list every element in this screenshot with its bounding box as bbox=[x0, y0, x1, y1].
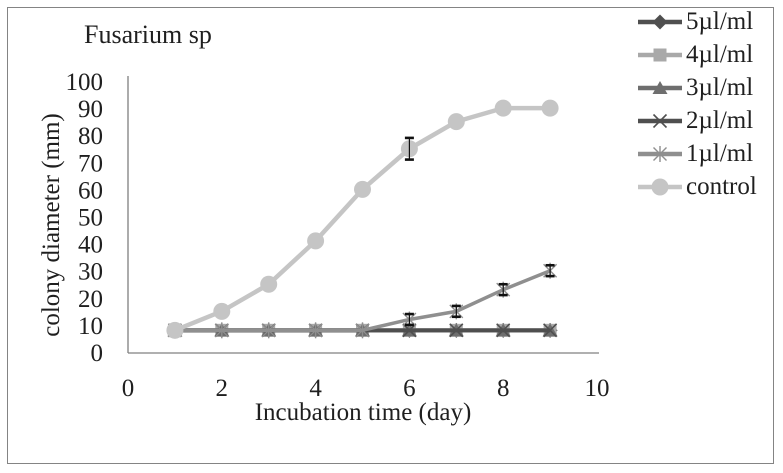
x-tick-label: 0 bbox=[122, 375, 135, 402]
circle-marker bbox=[354, 180, 371, 198]
diamond-marker-icon bbox=[638, 14, 682, 29]
circle-marker bbox=[651, 178, 669, 195]
circle-marker bbox=[541, 99, 559, 117]
legend-label: 2µl/ml bbox=[686, 106, 754, 134]
x-marker-icon bbox=[638, 113, 682, 128]
legend-item-2ul: 2µl/ml bbox=[637, 104, 757, 137]
legend-item-3ul: 3µl/ml bbox=[637, 71, 757, 104]
legend-item-control: control bbox=[637, 170, 757, 203]
asterisk-marker-icon bbox=[638, 145, 682, 162]
legend-item-4ul: 4µl/ml bbox=[637, 38, 757, 71]
y-tick-label: 30 bbox=[78, 259, 103, 286]
y-tick-label: 10 bbox=[78, 313, 103, 340]
triangle-marker-icon bbox=[638, 80, 682, 94]
circle-marker bbox=[260, 275, 278, 293]
diamond-marker bbox=[652, 14, 668, 29]
x-tick-label: 8 bbox=[497, 375, 510, 402]
circle-marker bbox=[213, 302, 231, 320]
series-line-5 bbox=[174, 105, 551, 333]
x-tick-label: 10 bbox=[585, 375, 610, 402]
x-tick-label: 4 bbox=[309, 375, 322, 402]
square-marker bbox=[653, 48, 667, 61]
x-marker bbox=[449, 323, 464, 338]
legend: 5µl/ml 4µl/ml 3µl/ml 2µl/ml 1µl/ml contr… bbox=[637, 5, 757, 203]
triangle-marker bbox=[652, 80, 668, 94]
x-axis-title: Incubation time (day) bbox=[254, 399, 472, 426]
y-tick-label: 40 bbox=[78, 232, 103, 259]
series-line-4 bbox=[174, 269, 551, 333]
y-tick-label: 60 bbox=[78, 177, 103, 204]
y-tick-label: 0 bbox=[91, 340, 104, 367]
square-marker-icon bbox=[638, 48, 682, 61]
legend-label: 4µl/ml bbox=[686, 40, 754, 68]
x-marker bbox=[496, 323, 511, 338]
legend-item-5ul: 5µl/ml bbox=[637, 5, 757, 38]
legend-label: 3µl/ml bbox=[686, 73, 754, 101]
circle-marker bbox=[447, 113, 465, 131]
circle-marker bbox=[494, 99, 512, 117]
chart-title: Fusarium sp bbox=[84, 20, 212, 49]
legend-label: 1µl/ml bbox=[686, 139, 754, 167]
circle-marker bbox=[166, 321, 184, 339]
legend-item-1ul: 1µl/ml bbox=[637, 137, 757, 170]
y-tick-label: 50 bbox=[78, 205, 103, 232]
y-tick-label: 20 bbox=[78, 286, 103, 313]
x-marker bbox=[652, 113, 668, 128]
legend-label: control bbox=[686, 172, 757, 200]
x-tick-label: 2 bbox=[216, 375, 229, 402]
y-tick-label: 100 bbox=[66, 69, 104, 96]
y-tick-label: 80 bbox=[78, 123, 103, 150]
x-marker bbox=[543, 323, 558, 338]
y-tick-label: 70 bbox=[78, 150, 103, 177]
x-tick-label: 6 bbox=[403, 375, 416, 402]
legend-label: 5µl/ml bbox=[686, 7, 754, 35]
y-tick-label: 90 bbox=[78, 96, 103, 123]
circle-marker bbox=[307, 232, 325, 250]
circle-marker-icon bbox=[638, 178, 682, 195]
